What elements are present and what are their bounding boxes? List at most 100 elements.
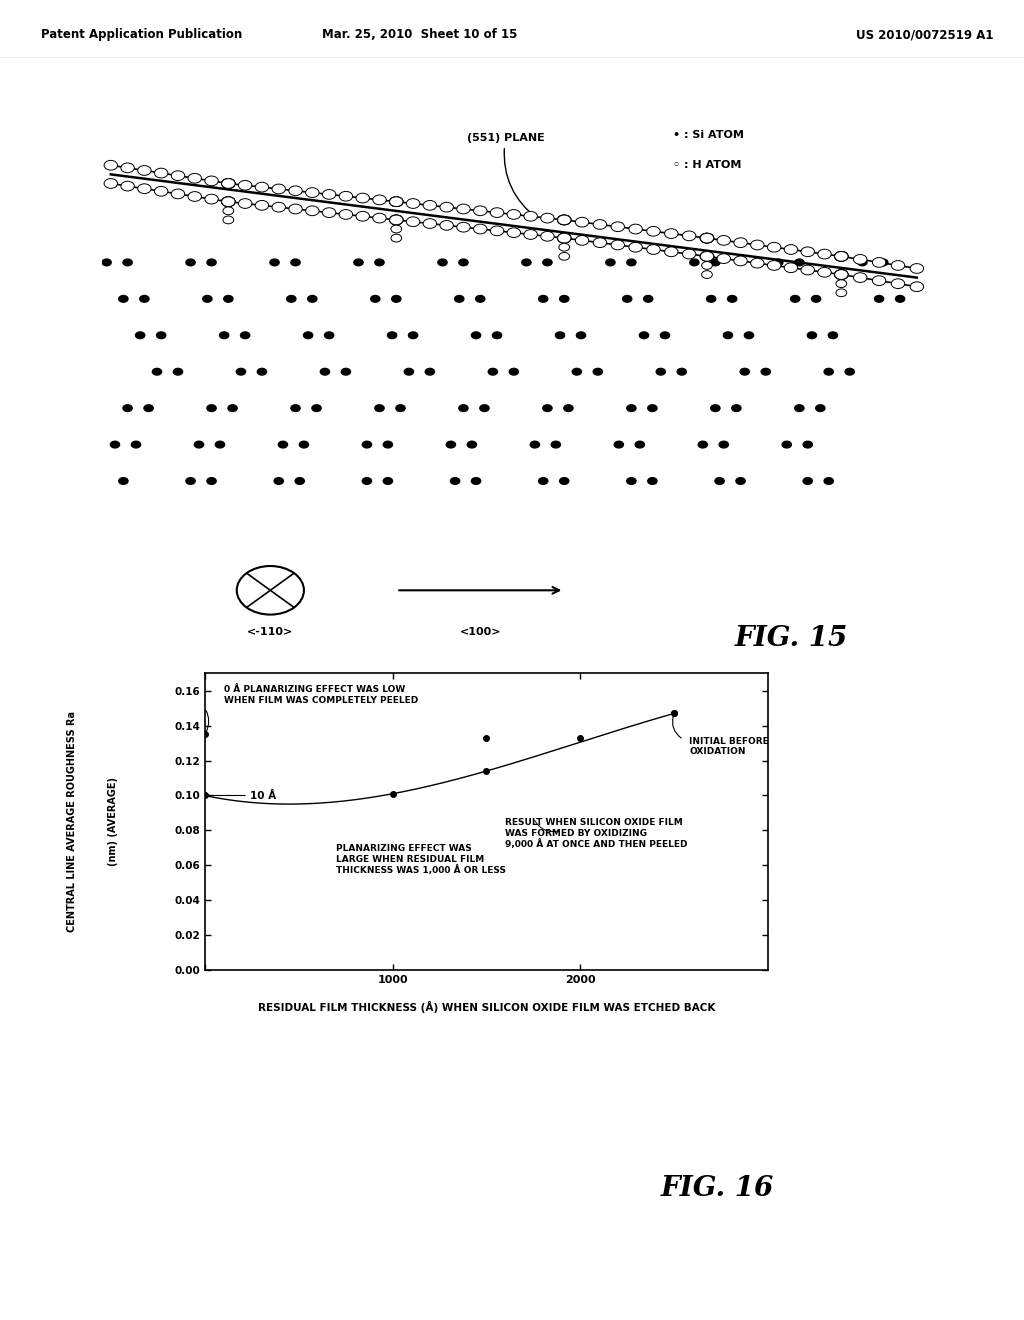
Circle shape [509,368,518,375]
Circle shape [524,230,538,239]
Circle shape [835,252,848,261]
Circle shape [373,195,386,205]
Circle shape [457,205,470,214]
Circle shape [425,368,434,375]
Circle shape [639,331,648,339]
Circle shape [205,194,218,205]
Circle shape [171,189,184,199]
Circle shape [223,207,233,215]
Circle shape [409,331,418,339]
Circle shape [874,296,884,302]
Text: <-110>: <-110> [247,627,294,636]
Circle shape [782,441,792,447]
Circle shape [835,252,848,261]
Circle shape [459,405,468,412]
Circle shape [507,210,520,219]
Circle shape [111,441,120,447]
Circle shape [362,478,372,484]
Circle shape [255,201,268,210]
Circle shape [611,222,625,231]
Circle shape [459,259,468,265]
Circle shape [356,211,370,222]
Text: RESIDUAL FILM THICKNESS (Å) WHEN SILICON OXIDE FILM WAS ETCHED BACK: RESIDUAL FILM THICKNESS (Å) WHEN SILICON… [258,1001,715,1014]
Circle shape [131,441,140,447]
Circle shape [627,405,636,412]
Circle shape [551,441,560,447]
Circle shape [557,234,571,243]
Text: US 2010/0072519 A1: US 2010/0072519 A1 [856,28,993,41]
Circle shape [272,202,286,213]
Circle shape [910,264,924,273]
Circle shape [404,368,414,375]
Circle shape [858,259,867,265]
Circle shape [135,331,144,339]
Circle shape [407,199,420,209]
Circle shape [593,238,606,248]
Circle shape [627,478,636,484]
Circle shape [557,215,571,224]
Circle shape [371,296,380,302]
Circle shape [121,181,134,191]
Circle shape [455,296,464,302]
Circle shape [144,405,154,412]
Circle shape [656,368,666,375]
Circle shape [387,331,396,339]
Circle shape [312,405,322,412]
Circle shape [711,259,720,265]
Text: Mar. 25, 2010  Sheet 10 of 15: Mar. 25, 2010 Sheet 10 of 15 [323,28,517,41]
Circle shape [524,211,538,222]
Circle shape [139,296,150,302]
Circle shape [828,331,838,339]
Circle shape [389,215,403,224]
Circle shape [279,441,288,447]
Circle shape [440,202,454,213]
Circle shape [801,247,814,256]
Circle shape [102,259,112,265]
Circle shape [555,331,564,339]
Circle shape [751,240,764,249]
Circle shape [539,296,548,302]
Circle shape [274,478,284,484]
Circle shape [272,183,286,194]
Circle shape [811,296,821,302]
Circle shape [701,261,713,269]
Circle shape [767,260,781,271]
Circle shape [373,214,386,223]
Circle shape [682,249,696,259]
Circle shape [557,215,571,224]
Circle shape [239,199,252,209]
Circle shape [389,215,403,224]
Circle shape [119,296,128,302]
Circle shape [606,259,615,265]
Circle shape [221,178,236,189]
Circle shape [493,331,502,339]
Circle shape [291,405,300,412]
Circle shape [557,215,571,224]
Circle shape [740,368,750,375]
Circle shape [715,478,724,484]
Circle shape [446,441,456,447]
Circle shape [195,441,204,447]
Circle shape [389,215,403,224]
Circle shape [473,224,487,234]
Circle shape [700,234,714,243]
Circle shape [356,193,370,203]
Circle shape [221,197,236,206]
Circle shape [457,222,470,232]
Circle shape [490,207,504,218]
Circle shape [471,478,480,484]
Circle shape [289,205,302,214]
Text: 0 Å PLANARIZING EFFECT WAS LOW
WHEN FILM WAS COMPLETELY PEELED: 0 Å PLANARIZING EFFECT WAS LOW WHEN FILM… [223,685,418,705]
Circle shape [767,243,781,252]
Circle shape [241,331,250,339]
Text: (551) PLANE: (551) PLANE [467,133,545,218]
Circle shape [155,186,168,197]
Circle shape [700,234,714,243]
Circle shape [559,252,569,260]
Circle shape [389,197,403,206]
Circle shape [325,331,334,339]
Circle shape [121,162,134,173]
Circle shape [647,227,660,236]
Circle shape [557,234,571,243]
Circle shape [221,178,236,189]
